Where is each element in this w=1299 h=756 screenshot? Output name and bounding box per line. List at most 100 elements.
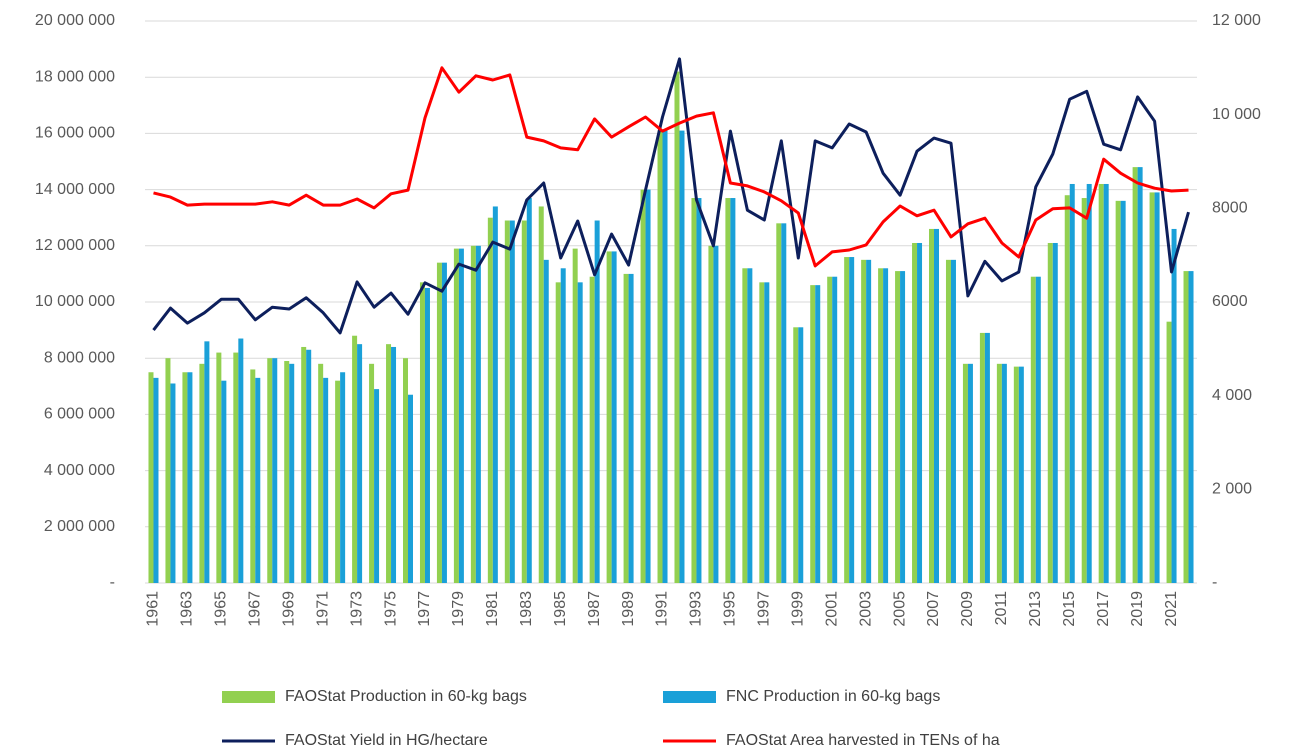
bar — [255, 377, 261, 583]
bar — [453, 248, 459, 584]
bar — [640, 189, 646, 583]
legend: FAOStat Production in 60-kg bags FNC Prod… — [222, 688, 1000, 749]
bar — [182, 372, 188, 583]
x-tick-label: 1993 — [688, 591, 705, 627]
x-tick-label: 1963 — [179, 591, 196, 627]
bar — [408, 394, 413, 583]
y-tick-label: 6 000 000 — [44, 406, 115, 423]
bar — [475, 245, 481, 584]
x-tick-label: 2003 — [857, 591, 874, 627]
bar — [165, 358, 171, 583]
x-tick-label: 1971 — [314, 591, 331, 627]
bar — [221, 380, 227, 583]
bar — [878, 268, 884, 583]
bar — [967, 363, 973, 583]
x-tick-label: 1965 — [213, 591, 230, 627]
bar — [713, 245, 719, 584]
bar — [945, 259, 951, 583]
bar — [1154, 192, 1160, 583]
x-tick-label: 1979 — [450, 591, 467, 627]
bar — [594, 220, 600, 583]
bar — [504, 220, 510, 583]
bar — [441, 262, 447, 583]
bar — [984, 332, 990, 583]
x-tick-label: 2015 — [1061, 591, 1078, 627]
y-tick-label: - — [110, 574, 115, 591]
x-tick-label: 2005 — [891, 591, 908, 627]
bar — [250, 369, 256, 583]
y-tick-label: 16 000 000 — [35, 125, 115, 142]
bar — [148, 372, 154, 583]
bar — [1188, 271, 1194, 583]
x-tick-label: 1985 — [552, 591, 569, 627]
bar — [883, 268, 889, 583]
bar — [284, 361, 290, 583]
bar — [623, 273, 629, 583]
bar — [679, 130, 685, 583]
bar — [170, 383, 176, 583]
bar — [470, 245, 476, 584]
bar — [1171, 228, 1177, 583]
legend-label: FAOStat Yield in HG/hectare — [285, 732, 488, 749]
bar — [1086, 183, 1092, 584]
bar — [509, 220, 515, 583]
bar — [1115, 200, 1121, 583]
bar — [1047, 242, 1053, 584]
bar — [369, 363, 375, 583]
bar — [340, 372, 346, 583]
x-tick-label: 1995 — [722, 591, 739, 627]
y2-tick-label: 8000 — [1212, 200, 1248, 217]
bar — [589, 276, 595, 583]
bar — [866, 259, 872, 583]
bar — [357, 344, 363, 583]
bar — [238, 338, 244, 583]
bar — [1120, 200, 1126, 583]
bar — [492, 206, 498, 583]
x-tick-label: 1991 — [654, 591, 671, 627]
bar — [403, 358, 408, 583]
x-tick-label: 2021 — [1163, 591, 1180, 627]
bar — [267, 358, 273, 583]
y-tick-label: 10 000 000 — [35, 293, 115, 310]
bar — [572, 248, 578, 584]
bar — [555, 282, 561, 583]
bar — [691, 198, 697, 583]
bar — [929, 228, 934, 583]
bar — [934, 228, 939, 583]
bar — [1166, 321, 1172, 583]
line — [152, 57, 1190, 335]
bar — [306, 349, 312, 583]
y2-tick-label: 2 000 — [1212, 481, 1252, 498]
y-tick-label: 20 000 000 — [35, 12, 115, 29]
bar — [289, 363, 295, 583]
y2-tick-label: 12 000 — [1212, 12, 1261, 29]
x-tick-label: 1987 — [586, 591, 603, 627]
x-tick-label: 2007 — [925, 591, 942, 627]
bar — [996, 363, 1002, 583]
bar — [747, 268, 753, 583]
y2-tick-label: - — [1212, 574, 1217, 591]
bar — [526, 198, 532, 583]
bar — [1030, 276, 1036, 583]
bar — [1103, 183, 1109, 584]
bar — [374, 389, 380, 583]
bar — [216, 352, 222, 583]
x-tick-label: 1997 — [756, 591, 773, 627]
x-tick-label: 2017 — [1095, 591, 1112, 627]
bar — [323, 377, 329, 583]
bar — [391, 346, 397, 583]
bar — [538, 206, 544, 583]
bar — [606, 251, 612, 584]
x-tick-label: 2009 — [959, 591, 976, 627]
bar — [696, 198, 702, 583]
bar — [487, 217, 493, 583]
bar — [419, 282, 425, 583]
x-tick-label: 1983 — [518, 591, 535, 627]
y2-tick-label: 6000 — [1212, 293, 1248, 310]
bar — [962, 363, 968, 583]
bar — [815, 285, 821, 583]
x-tick-label: 2001 — [823, 591, 840, 627]
bar — [900, 271, 906, 583]
bar — [1001, 363, 1007, 583]
y-tick-label: 8 000 000 — [44, 349, 115, 366]
